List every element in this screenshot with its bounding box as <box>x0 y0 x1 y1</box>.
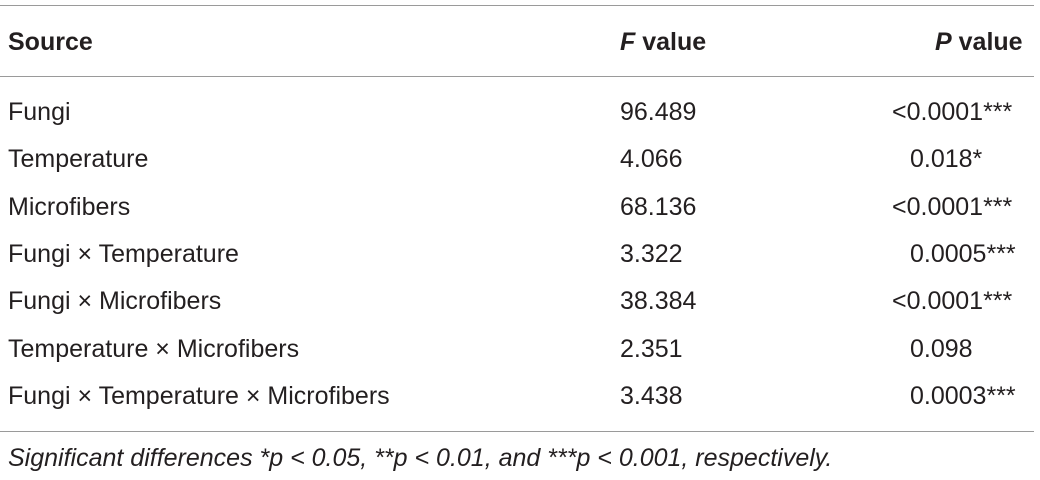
table-cell: Temperature <box>8 145 149 174</box>
table-cell: 3.438 <box>620 381 683 410</box>
header-cell: F value <box>620 27 706 57</box>
header-text: value <box>635 28 707 56</box>
table-cell: 0.0003*** <box>910 381 1016 410</box>
table-cell: 3.322 <box>620 239 683 268</box>
table-cell: Fungi <box>8 98 71 126</box>
header-text: Source <box>8 28 93 56</box>
header-cell: Source <box>8 27 93 57</box>
table-cell: 38.384 <box>620 287 697 316</box>
table-cell: <0.0001*** <box>892 287 1013 316</box>
table-cell: Temperature × Microfibers <box>8 334 300 363</box>
table-cell: 4.066 <box>620 145 683 174</box>
footnote: Significant differences *p < 0.05, **p <… <box>8 444 833 472</box>
table-cell: 68.136 <box>620 192 697 221</box>
top-rule <box>0 5 1034 6</box>
table-cell: 0.098 <box>910 334 973 363</box>
header-italic: F <box>620 28 636 56</box>
bottom-rule <box>0 431 1034 432</box>
table-cell: 2.351 <box>620 334 683 363</box>
header-text: value <box>951 28 1023 56</box>
header-cell: P value <box>935 27 1023 57</box>
table-cell: <0.0001*** <box>892 192 1013 221</box>
table-cell: Fungi × Temperature × Microfibers <box>8 381 390 410</box>
table-cell: 0.018* <box>910 145 983 174</box>
table-cell: 96.489 <box>620 98 697 126</box>
table-cell: Fungi × Microfibers <box>8 287 222 316</box>
header-rule <box>0 76 1034 77</box>
table-cell: <0.0001*** <box>892 98 1013 126</box>
header-italic: P <box>935 28 952 56</box>
table-cell: Fungi × Temperature <box>8 239 239 268</box>
table-cell: Microfibers <box>8 192 131 221</box>
table-cell: 0.0005*** <box>910 239 1016 268</box>
